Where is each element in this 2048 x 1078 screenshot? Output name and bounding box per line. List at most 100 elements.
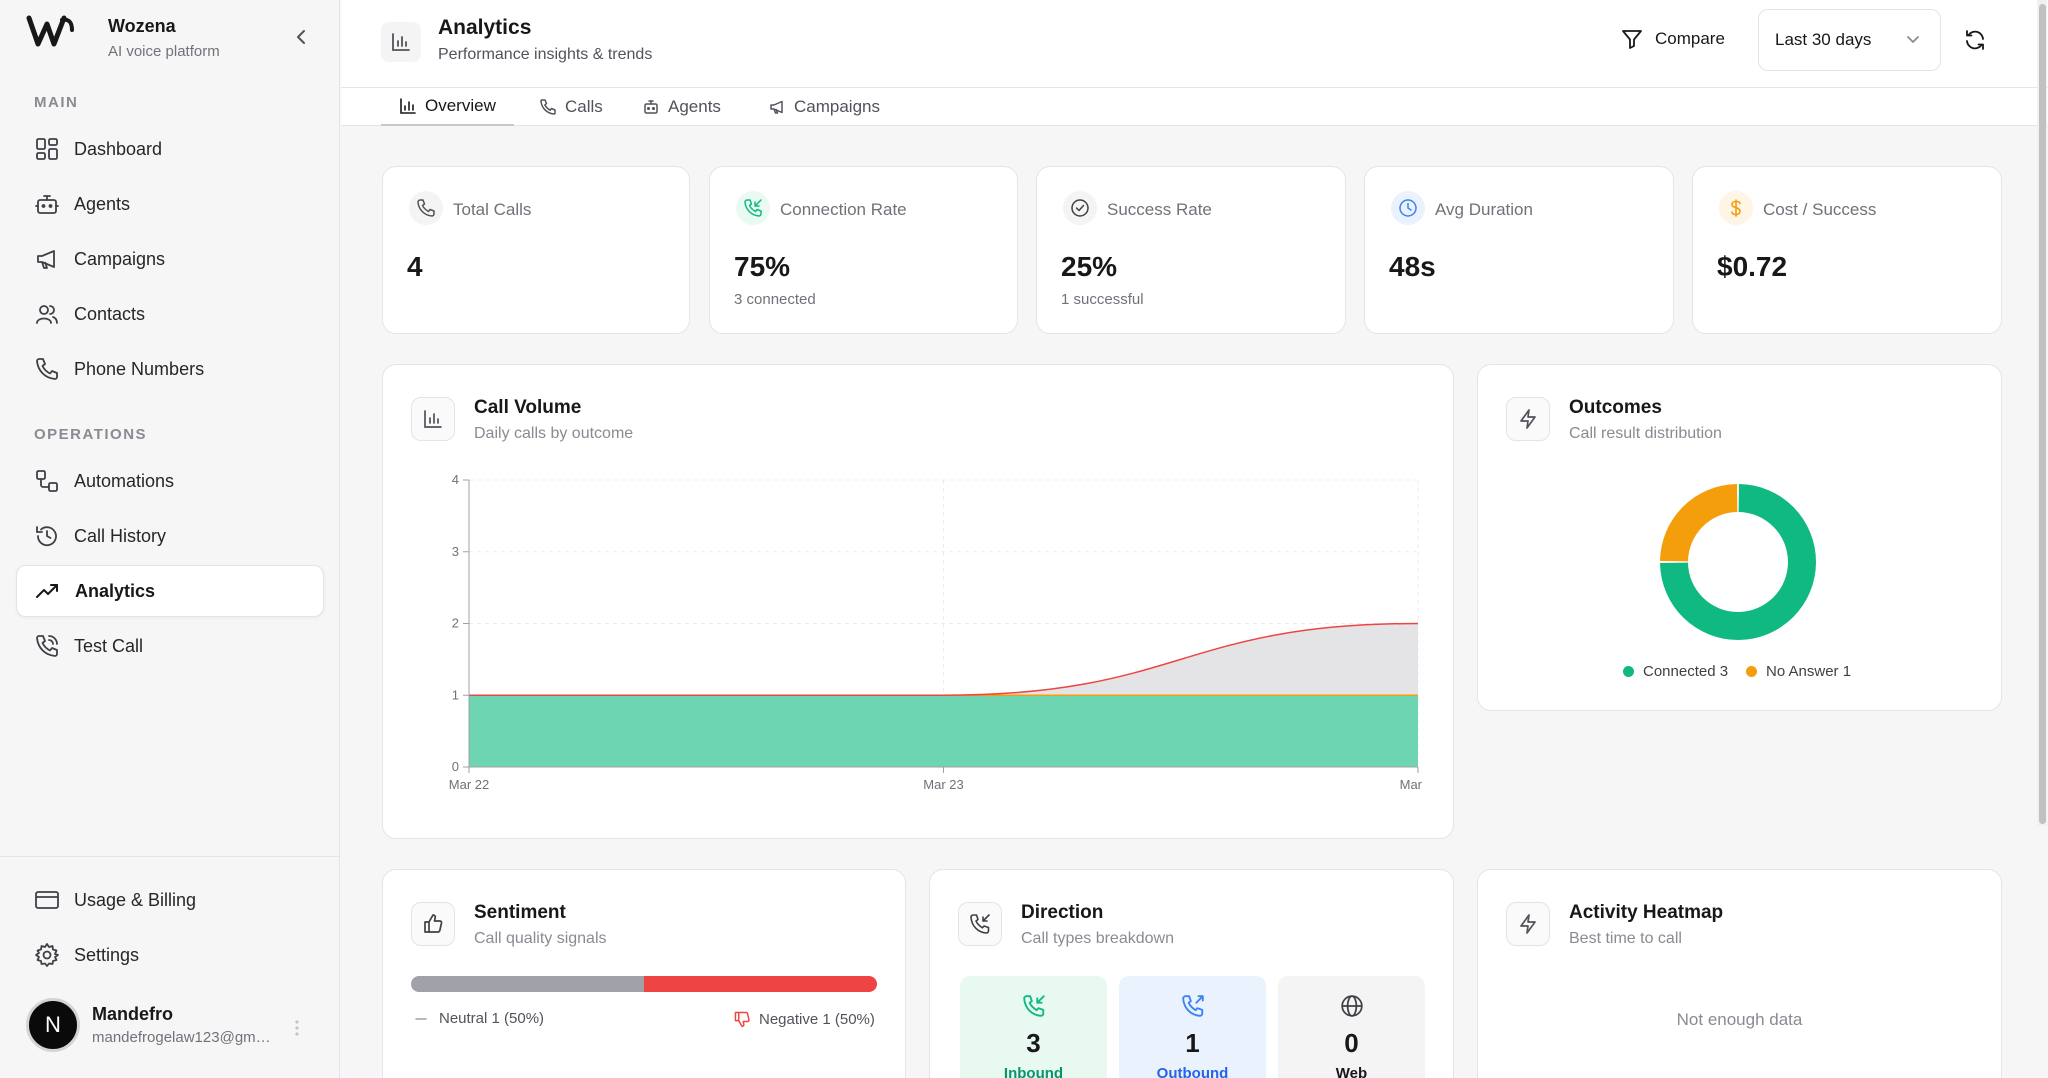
stat-icon-wrap: [1391, 191, 1425, 225]
sidebar-item-call-history[interactable]: Call History: [16, 510, 324, 562]
activity-heatmap-card: Activity Heatmap Best time to call Not e…: [1477, 869, 2002, 1078]
thumbs-up-icon: [424, 914, 443, 933]
phone-incoming-icon: [970, 914, 990, 934]
phone-icon: [540, 99, 556, 115]
sidebar-item-contacts[interactable]: Contacts: [16, 288, 324, 340]
direction-web-value: 0: [1344, 1028, 1359, 1058]
sidebar-item-dashboard[interactable]: Dashboard: [16, 123, 324, 175]
sidebar-item-label: Analytics: [75, 580, 156, 601]
x-tick-label: Mar: [1400, 777, 1423, 792]
tab-label: Campaigns: [794, 97, 880, 116]
zap-icon: [1520, 914, 1536, 934]
sentiment-negative-label: Negative 1 (50%): [759, 1010, 875, 1028]
megaphone-icon: [37, 250, 55, 269]
sentiment-legend-neutral: Neutral 1 (50%): [413, 1010, 544, 1027]
legend-dot: [1746, 666, 1757, 677]
bot-icon: [644, 100, 658, 114]
refresh-icon[interactable]: [1963, 28, 1987, 52]
stat-label: Cost / Success: [1763, 200, 1877, 219]
clock-icon: [1399, 199, 1417, 217]
stat-label: Total Calls: [453, 200, 532, 219]
card-icon-wrap: [1506, 397, 1550, 441]
tab-overview[interactable]: Overview: [381, 88, 514, 126]
header-icon: [381, 22, 421, 62]
users-icon: [36, 305, 58, 324]
stat-label: Avg Duration: [1435, 200, 1533, 219]
compare-label: Compare: [1655, 29, 1725, 48]
phone-incoming-icon: [744, 199, 762, 217]
sidebar-item-analytics[interactable]: Analytics: [16, 565, 324, 617]
sidebar-item-campaigns[interactable]: Campaigns: [16, 233, 324, 285]
tab-label: Agents: [668, 97, 721, 116]
dashboard-icon: [36, 138, 58, 160]
phone-icon: [417, 199, 435, 217]
sidebar-item-test-call[interactable]: Test Call: [16, 620, 324, 672]
direction-web-label: Web: [1335, 1065, 1368, 1078]
section-label-operations: OPERATIONS: [34, 426, 148, 443]
workflow-icon: [36, 470, 58, 492]
outcomes-donut-chart: [1660, 484, 1816, 640]
page-header: Analytics Performance insights & trends …: [341, 0, 2048, 88]
tab-campaigns[interactable]: Campaigns: [750, 88, 898, 126]
card-title: Direction: [1021, 902, 1104, 923]
sentiment-legend-negative: Negative 1 (50%): [733, 1010, 875, 1028]
stat-card-cost-per-success: Cost / Success $0.72: [1692, 166, 2002, 334]
card-icon-wrap: [411, 902, 455, 946]
bot-icon: [35, 195, 59, 214]
donut-slice-no-answer: [1660, 484, 1738, 562]
stat-card-connection-rate: Connection Rate 75% 3 connected: [709, 166, 1018, 334]
card-subtitle: Call quality signals: [474, 930, 607, 947]
x-tick-label: Mar 22: [449, 777, 489, 792]
sidebar-item-settings[interactable]: Settings: [16, 929, 324, 981]
stat-sub: 1 successful: [1061, 291, 1144, 308]
y-tick-label: 1: [452, 687, 459, 702]
tab-calls[interactable]: Calls: [521, 88, 621, 126]
stat-value: $0.72: [1717, 251, 1788, 282]
brand-logo-icon: [26, 15, 74, 47]
sidebar-item-usage-billing[interactable]: Usage & Billing: [16, 874, 324, 926]
direction-inbound-value: 3: [1026, 1028, 1041, 1058]
sidebar-item-phone-numbers[interactable]: Phone Numbers: [16, 343, 324, 395]
sentiment-bar-negative: [644, 976, 877, 992]
direction-inbound-label: Inbound: [1003, 1065, 1064, 1078]
tab-label: Overview: [425, 96, 496, 115]
sidebar-item-label: Agents: [74, 193, 131, 214]
sidebar-item-label: Campaigns: [74, 248, 166, 269]
card-icon-wrap: [958, 902, 1002, 946]
dollar-icon: [1731, 199, 1741, 217]
compare-button[interactable]: Compare: [1621, 28, 1725, 50]
megaphone-icon: [770, 100, 783, 114]
sentiment-card: Sentiment Call quality signals Neutral 1…: [382, 869, 906, 1078]
page-subtitle: Performance insights & trends: [438, 46, 653, 63]
card-subtitle: Best time to call: [1569, 930, 1682, 947]
date-range-select[interactable]: Last 30 days: [1758, 9, 1941, 71]
tab-agents[interactable]: Agents: [624, 88, 739, 126]
stat-label: Success Rate: [1107, 200, 1212, 219]
tab-label: Calls: [565, 97, 603, 116]
sidebar-item-label: Test Call: [74, 635, 144, 656]
phone-call-icon: [36, 635, 58, 657]
user-profile[interactable]: N Mandefro mandefrogelaw123@gmail.com: [26, 998, 277, 1052]
more-vertical-icon[interactable]: [292, 1018, 302, 1038]
scrollbar[interactable]: [2037, 0, 2047, 826]
sidebar-footer: [0, 856, 340, 1078]
sidebar-item-agents[interactable]: Agents: [16, 178, 324, 230]
scrollbar-thumb[interactable]: [2039, 4, 2046, 824]
card-subtitle: Daily calls by outcome: [474, 425, 634, 442]
credit-card-icon: [35, 891, 59, 909]
brand-subtitle: AI voice platform: [108, 43, 220, 60]
brand[interactable]: Wozena AI voice platform: [26, 14, 220, 60]
outcomes-card: Outcomes Call result distribution Connec…: [1477, 364, 2002, 711]
phone-incoming-icon: [1022, 995, 1045, 1017]
tab-bar: Overview Calls Agents Campaigns: [341, 88, 2048, 126]
sidebar-item-label: Usage & Billing: [74, 889, 197, 910]
chevron-left-icon[interactable]: [290, 26, 312, 48]
stat-icon-wrap: [1719, 191, 1753, 225]
phone-icon: [36, 358, 58, 380]
sidebar-item-label: Call History: [74, 525, 167, 546]
call-volume-chart: 0 1 2 3 4 Mar 22 Mar 23 Mar: [449, 472, 1423, 792]
sidebar-item-automations[interactable]: Automations: [16, 455, 324, 507]
card-title: Call Volume: [474, 397, 582, 418]
history-icon: [36, 526, 57, 547]
stat-value: 48s: [1389, 251, 1436, 282]
